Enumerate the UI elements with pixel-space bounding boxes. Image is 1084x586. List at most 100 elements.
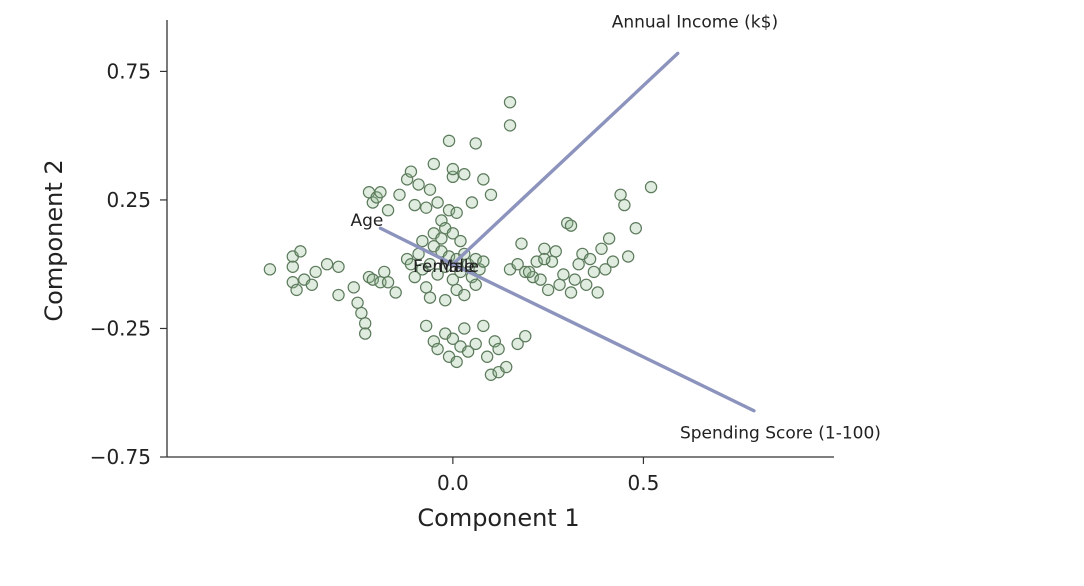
scatter-point [477, 319, 490, 333]
scatter-point [500, 360, 513, 374]
scatter-point [480, 350, 494, 363]
scatter-point [332, 260, 345, 273]
scatter-point [519, 329, 532, 343]
scatter-point [484, 188, 498, 201]
scatter-point [450, 206, 463, 219]
scatter-point [553, 278, 566, 291]
vector-label: Annual Income (k$) [612, 12, 778, 32]
scatter-point [450, 355, 463, 369]
y-tick-label: −0.75 [90, 445, 151, 469]
scatter-point [431, 196, 444, 209]
scatter-point [423, 291, 437, 304]
scatter-point [461, 345, 475, 358]
x-tick-label: 0.5 [628, 471, 660, 495]
scatter-point [477, 173, 490, 186]
scatter-point [381, 204, 395, 217]
scatter-point [404, 165, 418, 178]
scatter-point [423, 258, 437, 271]
scatter-point [263, 263, 277, 276]
y-tick-label: 0.25 [106, 188, 151, 212]
scatter-point [358, 327, 372, 340]
scatter-point [389, 286, 402, 299]
scatter-point [469, 137, 482, 150]
x-axis-title: Component 1 [417, 504, 579, 532]
scatter-point [412, 178, 425, 191]
scatter-point [419, 281, 433, 294]
scatter-point [492, 342, 505, 356]
scatter-point [446, 162, 460, 176]
scatter-point [393, 188, 406, 201]
scatter-points [263, 96, 658, 381]
scatter-point [419, 319, 433, 333]
scatter-point [484, 368, 498, 381]
scatter-point [595, 242, 608, 255]
scatter-point [621, 250, 635, 263]
scatter-point [549, 245, 562, 258]
scatter-point [557, 268, 570, 281]
scatter-point [469, 278, 482, 291]
scatter-point [439, 293, 452, 307]
scatter-point [404, 258, 418, 271]
scatter-point [591, 286, 604, 299]
scatter-point [355, 306, 368, 320]
y-axis-ticks: −0.75 −0.25 0.25 0.75 [90, 59, 167, 469]
scatter-point [442, 134, 456, 148]
vector-label: Spending Score (1-100) [680, 424, 881, 444]
scatter-point [294, 245, 307, 258]
loading-vectors [378, 51, 756, 413]
scatter-point [458, 168, 471, 181]
scatter-point [602, 232, 616, 245]
scatter-point [435, 232, 448, 245]
scatter-point [378, 265, 391, 279]
scatter-point [538, 252, 551, 266]
scatter-point [465, 196, 479, 209]
scatter-point [408, 270, 421, 284]
scatter-point [446, 332, 460, 345]
scatter-point [458, 322, 471, 335]
scatter-point [538, 242, 551, 255]
scatter-point [522, 265, 536, 279]
x-tick-label: 0.0 [437, 471, 469, 495]
scatter-point [503, 96, 517, 109]
scatter-point [290, 283, 303, 297]
scatter-point [515, 237, 528, 250]
scatter-point [564, 219, 578, 232]
scatter-point [606, 255, 620, 268]
vector-annual-income-k [451, 51, 680, 266]
scatter-point [419, 201, 433, 214]
scatter-point [599, 263, 612, 276]
scatter-point [332, 288, 345, 302]
vector-label: Male [439, 257, 479, 277]
scatter-point [618, 198, 631, 212]
scatter-point [477, 255, 490, 268]
scatter-point [503, 119, 517, 132]
scatter-point [431, 342, 444, 356]
scatter-point [381, 276, 395, 289]
vector-age [378, 226, 455, 266]
scatter-point [416, 234, 429, 248]
scatter-point [305, 278, 319, 291]
scatter-point [572, 258, 585, 271]
y-tick-label: 0.75 [106, 59, 151, 83]
scatter-point [583, 252, 597, 266]
scatter-point [511, 258, 524, 271]
scatter-point [446, 227, 460, 240]
vector-labels: Annual Income (k$) Spending Score (1-100)… [350, 12, 881, 443]
scatter-point [423, 183, 437, 196]
scatter-point [351, 296, 364, 309]
scatter-point [442, 204, 456, 217]
scatter-point [530, 255, 543, 268]
scatter-point [408, 198, 421, 212]
scatter-point [374, 186, 387, 199]
scatter-point [469, 337, 482, 351]
x-axis-ticks: 0.0 0.5 [437, 457, 659, 495]
scatter-point [568, 273, 582, 286]
y-axis-title: Component 2 [40, 159, 68, 321]
scatter-point [541, 283, 555, 297]
y-tick-label: −0.25 [90, 316, 151, 340]
scatter-point [587, 265, 601, 279]
scatter-point [427, 157, 440, 171]
scatter-point [286, 260, 299, 273]
scatter-point [431, 268, 444, 281]
scatter-point [358, 317, 372, 330]
